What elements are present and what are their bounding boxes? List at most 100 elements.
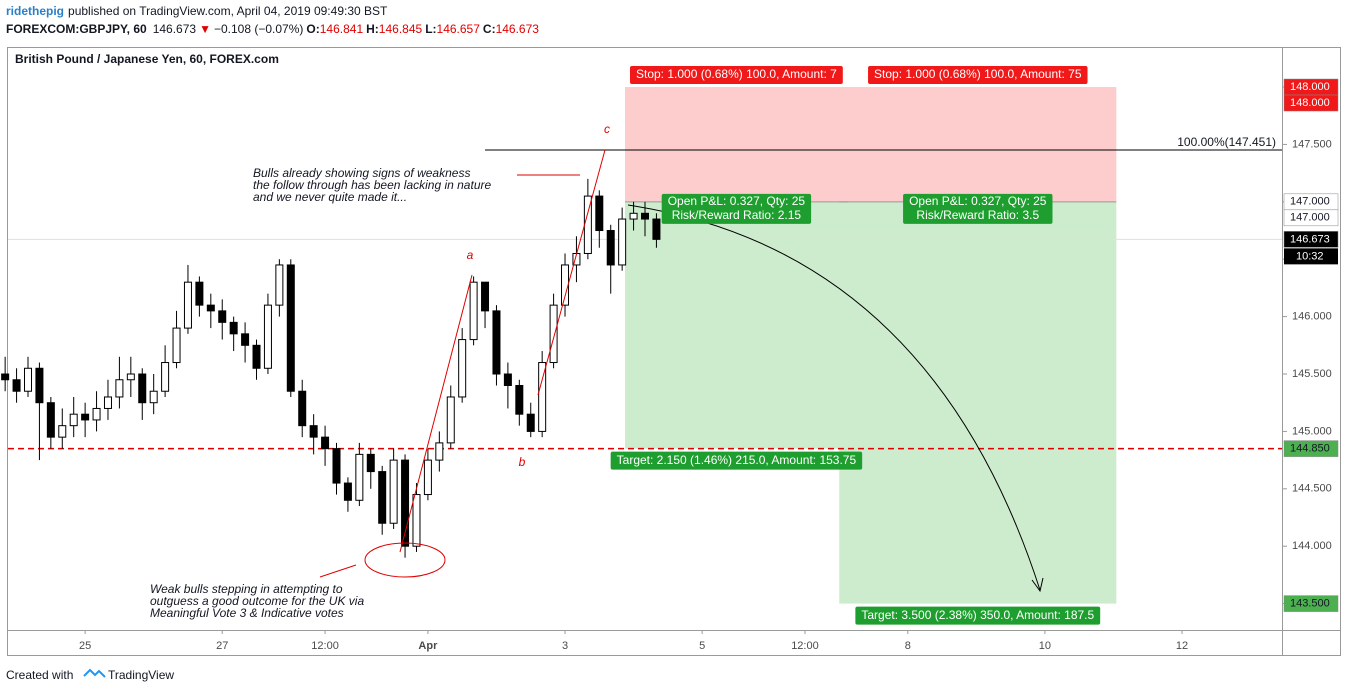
x-tick-label: 25 — [79, 640, 91, 652]
candle-body — [492, 310, 501, 375]
target-zone — [625, 201, 848, 449]
candle-body — [241, 333, 250, 346]
candle-body — [378, 471, 387, 524]
fib-label: 100.00%(147.451) — [1177, 135, 1276, 149]
candle-body — [229, 321, 238, 335]
candle-body — [46, 402, 55, 438]
ohlc-value: 146.673 — [496, 22, 540, 36]
candle-body — [332, 448, 341, 484]
stop-zone — [625, 87, 848, 202]
candle-body — [458, 339, 467, 398]
target-label: Target: 2.150 (1.46%) 215.0, Amount: 153… — [617, 453, 857, 467]
candle-body — [606, 230, 615, 266]
price-badge-label: 147.000 — [1290, 212, 1330, 224]
stop-label: Stop: 1.000 (0.68%) 100.0, Amount: 75 — [874, 67, 1082, 81]
highlight-ellipse — [364, 542, 446, 578]
candle-body — [389, 459, 398, 524]
target-label: Target: 3.500 (2.38%) 350.0, Amount: 187… — [861, 608, 1094, 622]
published: published on TradingView.com, April 04, … — [68, 4, 388, 18]
x-tick-label: 5 — [699, 640, 705, 652]
header-line: ridethepig published on TradingView.com, … — [6, 4, 388, 18]
chart-title: British Pound / Japanese Yen, 60, FOREX.… — [15, 52, 279, 66]
candle-body — [69, 413, 78, 427]
price-badge — [1283, 231, 1339, 248]
wave-label: a — [467, 248, 474, 262]
annotation: Weak bulls stepping in attempting to — [150, 582, 343, 596]
stop-label: Stop: 1.000 (0.68%) 100.0, Amount: 7 — [636, 67, 837, 81]
wave-line — [399, 274, 473, 553]
x-tick-label: 12:00 — [311, 640, 339, 652]
drawings: a b c Bulls already showing signs of wea… — [150, 122, 1044, 620]
ohlc-key: C: — [483, 22, 496, 36]
candle-body — [526, 413, 535, 432]
countdown-badge — [1284, 248, 1338, 265]
candle-body — [595, 195, 604, 232]
candle-body — [515, 384, 524, 415]
stop-label-box — [630, 66, 843, 85]
price-badge — [1283, 440, 1339, 457]
target-label-box — [855, 606, 1101, 625]
price-badge — [1283, 94, 1339, 112]
y-tick-label: 144.500 — [1292, 483, 1332, 495]
logo — [83, 668, 106, 678]
annotation: the follow through has been lacking in n… — [253, 178, 491, 192]
footer-text: Created with — [6, 668, 73, 682]
annotation: Meaningful Vote 3 & Indicative votes — [150, 606, 344, 620]
x-tick-label: 8 — [905, 640, 911, 652]
price-badge-label: 147.000 — [1290, 196, 1330, 208]
candle-body — [321, 436, 330, 450]
candle-body — [92, 407, 101, 421]
candle-body — [103, 396, 112, 409]
candle-body — [1, 373, 10, 381]
candle-body — [183, 281, 192, 329]
price-badge — [1283, 209, 1339, 227]
symbol-line: FOREXCOM:GBPJPY, 60 146.673 ▼ −0.108 (−0.07… — [6, 22, 539, 36]
candle-body — [275, 264, 284, 306]
candle-body — [263, 304, 272, 369]
ohlc-value: 146.841 — [320, 22, 364, 36]
price-badge-label: 146.673 — [1290, 233, 1330, 245]
target-label-box — [610, 451, 863, 470]
x-tick-label: 10 — [1039, 640, 1051, 652]
stop-zone — [839, 87, 1117, 202]
candle-body — [366, 453, 375, 473]
candle-body — [252, 344, 261, 369]
candle-body — [481, 281, 490, 312]
candle-body — [538, 362, 547, 432]
stop-label-box — [868, 66, 1088, 85]
candle-body — [81, 413, 90, 421]
candle-body — [503, 373, 512, 386]
change: −0.108 (−0.07%) — [214, 22, 303, 36]
ohlc-key: L: — [425, 22, 436, 36]
target-zone — [839, 201, 1117, 604]
pointer-line — [319, 564, 357, 578]
candle-body — [469, 281, 478, 341]
candle-body — [641, 212, 649, 220]
candle-body — [549, 304, 558, 364]
footer-brand[interactable]: TradingView — [108, 668, 174, 682]
candle-body — [206, 304, 215, 312]
candle-body — [618, 218, 627, 266]
ohlc-key: H: — [366, 22, 379, 36]
candle-body — [35, 367, 44, 404]
arrow-head — [1031, 577, 1044, 593]
countdown: 10:32 — [1296, 250, 1324, 262]
candle-body — [446, 396, 455, 444]
candle-body — [126, 373, 135, 381]
candle-body — [412, 494, 421, 547]
candle-body — [218, 310, 227, 323]
frame — [7, 47, 1341, 656]
candle-body — [161, 362, 170, 392]
price-badge-label: 143.500 — [1290, 598, 1330, 610]
pnl-label-box — [661, 193, 812, 224]
price-badge-label: 144.850 — [1290, 443, 1330, 455]
candle-body — [172, 327, 181, 364]
pnl-label: Risk/Reward Ratio: 2.15 — [672, 208, 802, 222]
y-tick-label: 147.500 — [1292, 138, 1332, 150]
pnl-label-box — [903, 193, 1053, 224]
price-badge — [1283, 595, 1339, 612]
x-tick-label: 12 — [1176, 640, 1188, 652]
candle-body — [629, 212, 638, 220]
pnl-label: Risk/Reward Ratio: 3.5 — [916, 208, 1039, 222]
author[interactable]: ridethepig — [6, 4, 64, 18]
